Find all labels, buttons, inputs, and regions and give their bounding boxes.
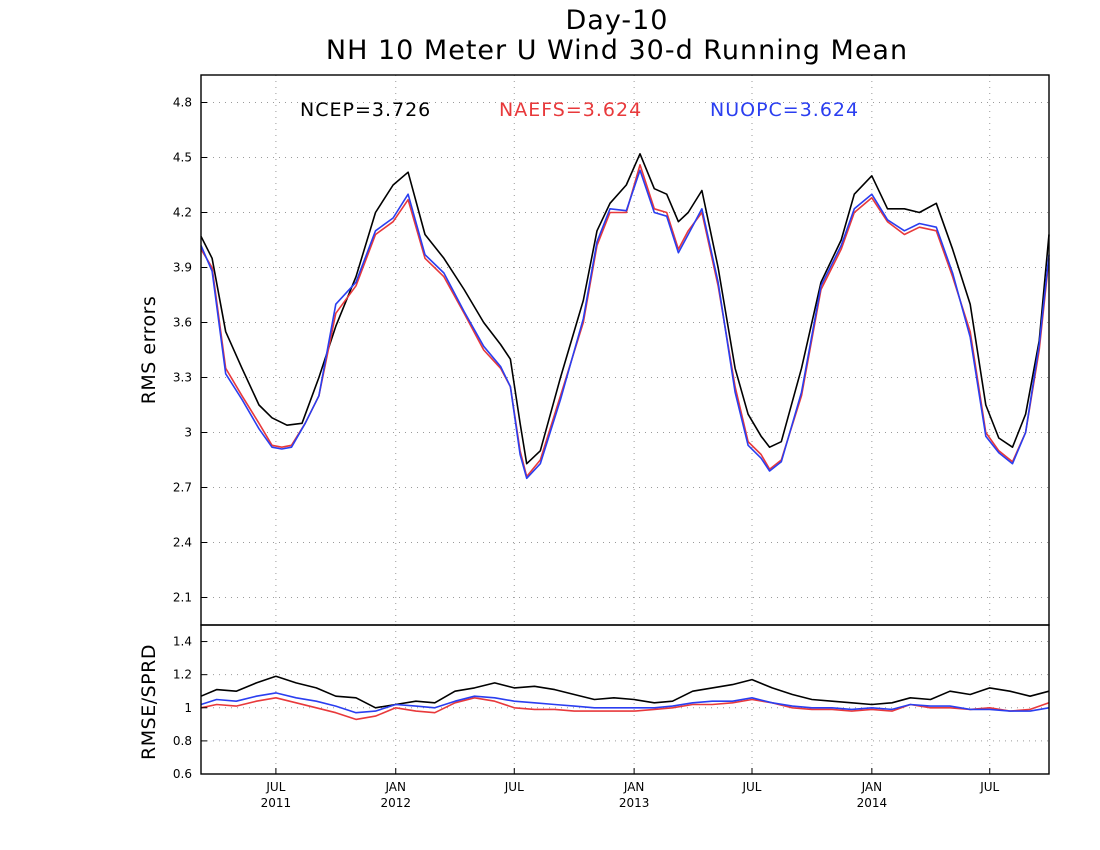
top-y-tick-label: 4.5: [173, 151, 192, 165]
x-tick-year: 2011: [261, 796, 292, 810]
bottom-series-ncep: [200, 675, 1050, 709]
top-y-tick-label: 3.6: [173, 316, 192, 330]
top-y-tick-label: 3.3: [173, 371, 192, 385]
top-y-tick-label: 2.7: [173, 481, 192, 495]
bottom-y-tick-label: 1.4: [173, 635, 192, 649]
x-tick-year: 2013: [619, 796, 650, 810]
chart-title: Day-10: [566, 5, 669, 36]
legend-ncep: NCEP=3.726: [300, 99, 431, 121]
x-tick-month: JUL: [741, 780, 761, 794]
legend-nuopc: NUOPC=3.624: [710, 99, 859, 121]
bottom-panel-series: [200, 675, 1050, 721]
top-panel-series: [200, 153, 1050, 480]
top-panel-y-ticks: 2.1 2.4 2.7 3 3.3 3.6 3.9 4.2 4.5 4.8: [173, 96, 207, 605]
x-tick-year: 2012: [380, 796, 411, 810]
top-y-tick-label: 4.2: [173, 206, 192, 220]
bottom-series-nuopc: [200, 692, 1050, 714]
top-y-tick-label: 3: [184, 426, 192, 440]
x-tick-month: JUL: [979, 780, 999, 794]
legend-naefs: NAEFS=3.624: [499, 99, 642, 121]
bottom-y-tick-label: 0.8: [173, 734, 192, 748]
x-tick-year: 2014: [857, 796, 888, 810]
top-series-ncep: [200, 153, 1050, 465]
chart-subtitle: NH 10 Meter U Wind 30-d Running Mean: [326, 35, 908, 66]
x-tick-month: JUL: [504, 780, 524, 794]
bottom-y-tick-label: 1.2: [173, 668, 192, 682]
bottom-y-axis-label: RMSE/SPRD: [138, 644, 160, 760]
x-tick-month: JAN: [861, 780, 883, 794]
x-tick-month: JUL: [265, 780, 285, 794]
bottom-panel-y-ticks: 0.6 0.8 1 1.2 1.4: [173, 635, 207, 781]
x-tick-month: JAN: [384, 780, 406, 794]
x-axis-ticks: JUL 2011 JAN 2012 JUL JAN 2013 JUL JAN 2014 JUL: [261, 768, 1000, 810]
top-y-tick-label: 2.4: [173, 536, 192, 550]
bottom-y-tick-label: 0.6: [173, 767, 192, 781]
bottom-panel-gridlines: [201, 625, 1049, 775]
top-y-tick-label: 2.1: [173, 591, 192, 605]
top-y-axis-label: RMS errors: [138, 296, 160, 405]
x-tick-month: JAN: [623, 780, 645, 794]
top-y-tick-label: 4.8: [173, 96, 192, 110]
top-series-nuopc: [200, 169, 1050, 480]
bottom-y-tick-label: 1: [184, 701, 192, 715]
top-y-tick-label: 3.9: [173, 261, 192, 275]
bottom-panel-frame: [200, 624, 1050, 775]
